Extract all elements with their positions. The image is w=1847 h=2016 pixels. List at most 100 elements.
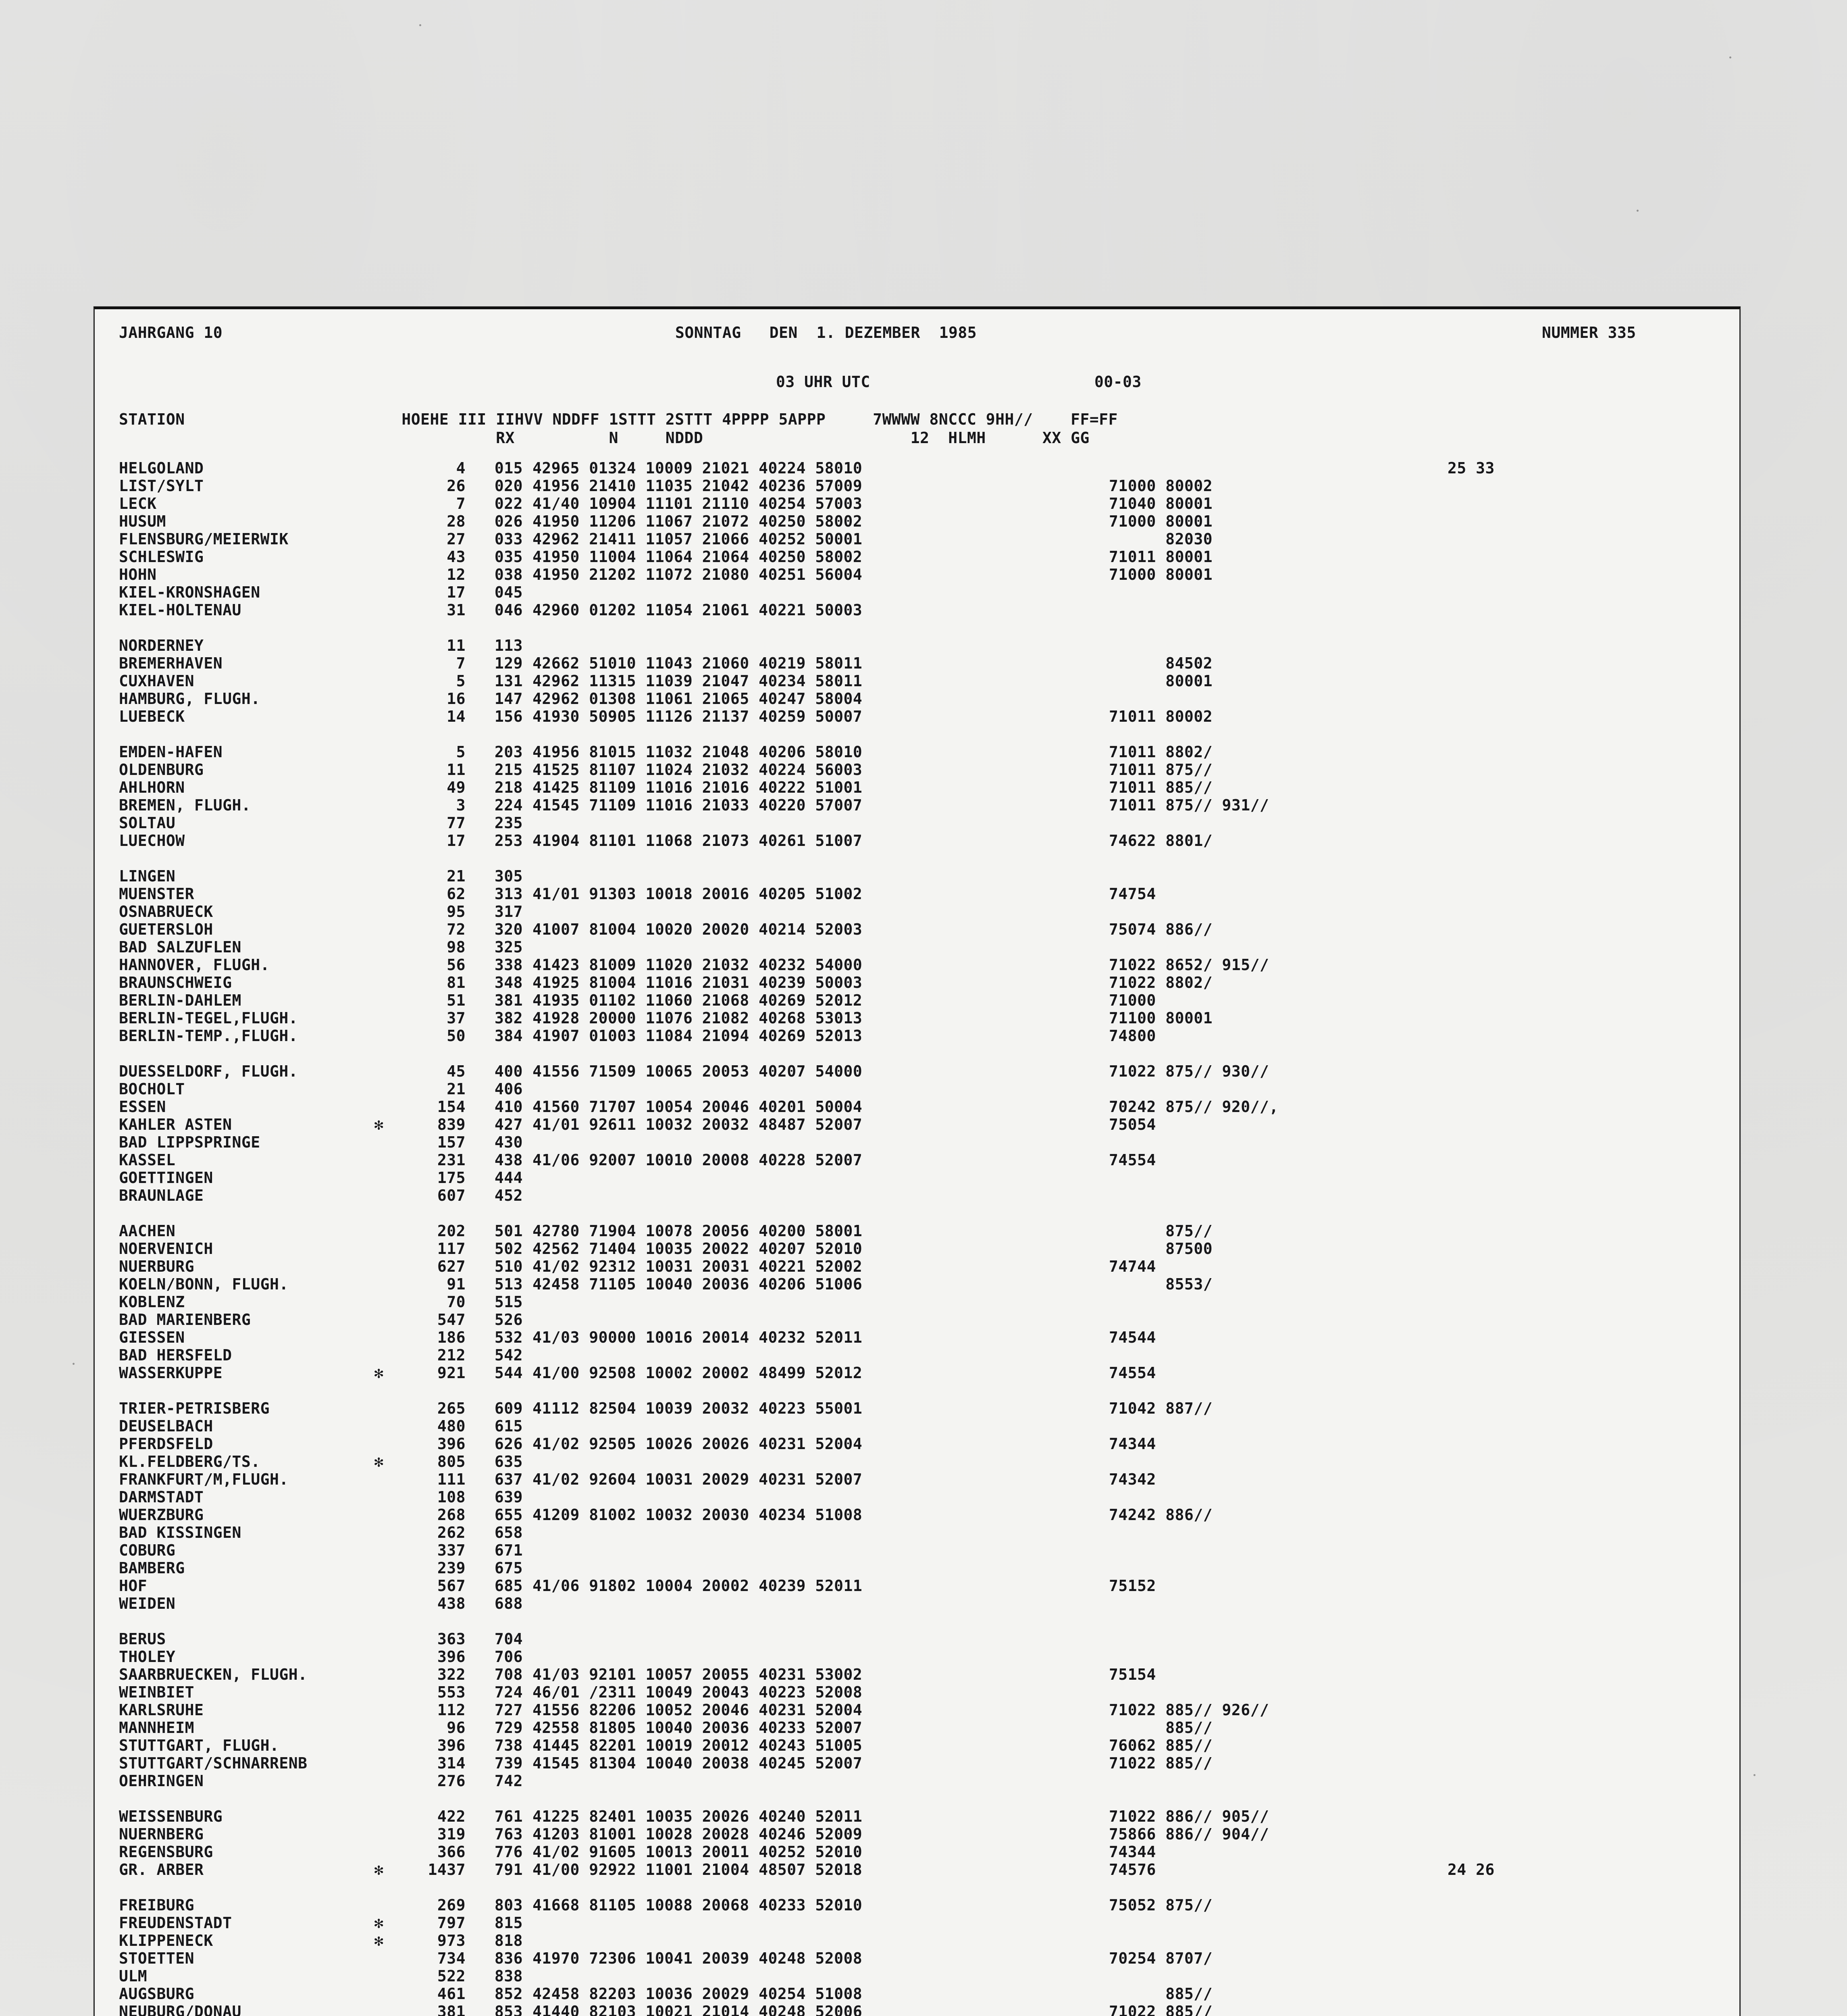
station-id: 156	[494, 708, 523, 725]
station-group: DUESSELDORF, FLUGH. 45 400 41556 71509 1006…	[95, 1062, 1739, 1204]
synop-groups: 46/01 /2311 10049 20043 40223 52008	[532, 1683, 863, 1701]
weather-groups: 75152	[1109, 1577, 1156, 1595]
station-id: 131	[494, 672, 523, 690]
station-id: 203	[494, 743, 523, 761]
station-id: 637	[494, 1470, 523, 1488]
table-row: KOBLENZ 70 515	[95, 1293, 1739, 1311]
synop-groups: 41203 81001 10028 20028 40246 52009	[532, 1825, 863, 1843]
station-id: 688	[494, 1595, 523, 1612]
table-row: THOLEY 396 706	[95, 1648, 1739, 1666]
table-row: BERLIN-TEGEL,FLUGH. 37 382 41928 20000 1107…	[95, 1009, 1739, 1027]
table-row: KASSEL 231 438 41/06 92007 10010 20008 4022…	[95, 1151, 1739, 1169]
station-name: AHLHORN	[119, 779, 185, 796]
table-row: BERLIN-TEMP.,FLUGH. 50 384 41907 01003 1108…	[95, 1027, 1739, 1045]
synop-groups: 42458 71105 10040 20036 40206 51006	[532, 1275, 863, 1293]
weather-groups: 80001	[1109, 672, 1213, 690]
station-id: 815	[494, 1914, 523, 1932]
station-id: 235	[494, 814, 523, 832]
station-name: BERLIN-TEGEL,FLUGH.	[119, 1009, 298, 1027]
station-id: 626	[494, 1435, 523, 1453]
station-id: 406	[494, 1080, 523, 1098]
table-row: STUTTGART, FLUGH. 396 738 41445 82201 10019…	[95, 1737, 1739, 1754]
station-id: 671	[494, 1541, 523, 1559]
station-height: 366	[437, 1843, 466, 1861]
weather-groups: 71011 885//	[1109, 779, 1213, 796]
observation-span: 00-03	[1094, 373, 1142, 391]
station-name: KOELN/BONN, FLUGH.	[119, 1275, 289, 1293]
station-id: 325	[494, 938, 523, 956]
station-id: 382	[494, 1009, 523, 1027]
synop-groups: 41425 81109 11016 21016 40222 51001	[532, 779, 863, 796]
station-id: 015	[494, 459, 523, 477]
synop-groups: 41930 50905 11126 21137 40259 50007	[532, 708, 863, 725]
weather-groups: 74554	[1109, 1364, 1156, 1382]
station-name: NEUBURG/DONAU	[119, 2003, 241, 2016]
synop-groups: 41935 01102 11060 21068 40269 52012	[532, 991, 863, 1009]
table-row: GR. ARBER ✻ 1437 791 41/00 92922 11001 21004…	[95, 1861, 1739, 1879]
weather-groups: 75054	[1109, 1116, 1156, 1133]
weather-groups: 71022 886// 905//	[1109, 1808, 1269, 1825]
table-row: GUETERSLOH 72 320 41007 81004 10020 20020 4…	[95, 921, 1739, 938]
station-id: 502	[494, 1240, 523, 1258]
station-id: 253	[494, 832, 523, 850]
synop-groups: 41950 11206 11067 21072 40250 58002	[532, 512, 863, 530]
table-row: FRANKFURT/M,FLUGH. 111 637 41/02 92604 1003…	[95, 1470, 1739, 1488]
synop-groups: 41545 71109 11016 21033 40220 57007	[532, 796, 863, 814]
station-id: 706	[494, 1648, 523, 1666]
station-group: FREIBURG 269 803 41668 81105 10088 20068 40…	[95, 1896, 1739, 2016]
weather-groups: 71000	[1109, 991, 1156, 1009]
station-id: 022	[494, 495, 523, 512]
scan-speckle	[1729, 56, 1731, 58]
station-height: 567	[437, 1577, 466, 1595]
table-row: KLIPPENECK ✻ 973 818	[95, 1932, 1739, 1949]
synop-groups: 41/00 92508 10002 20002 48499 52012	[532, 1364, 863, 1382]
station-name: OLDENBURG	[119, 761, 204, 779]
table-row: KIEL-HOLTENAU 31 046 42960 01202 11054 2106…	[95, 601, 1739, 619]
station-name: NORDERNEY	[119, 637, 204, 654]
column-header: STATION HOEHE III IIHVV NDDFF 1STTT 2STT…	[95, 410, 1739, 454]
station-name: HOF	[119, 1577, 148, 1595]
station-name: HOHN	[119, 566, 157, 583]
synop-groups: 42960 01202 11054 21061 40221 50003	[532, 601, 863, 619]
synop-groups: 42558 81805 10040 20036 40233 52007	[532, 1719, 863, 1737]
station-name: FRANKFURT/M,FLUGH.	[119, 1470, 289, 1488]
table-row: EMDEN-HAFEN 5 203 41956 81015 11032 21048 4…	[95, 743, 1739, 761]
station-id: 853	[494, 2003, 523, 2016]
station-height: 5	[456, 672, 466, 690]
station-name: KLIPPENECK	[119, 1932, 213, 1949]
table-row: NUERNBERG 319 763 41203 81001 10028 20028 4…	[95, 1825, 1739, 1843]
station-name: KL.FELDBERG/TS.	[119, 1453, 260, 1470]
station-id: 515	[494, 1293, 523, 1311]
table-row: BERUS 363 704	[95, 1630, 1739, 1648]
station-name: GIESSEN	[119, 1329, 185, 1346]
station-height: 62	[447, 885, 466, 903]
weather-groups: 75866 886// 904//	[1109, 1825, 1269, 1843]
station-name: BAD SALZUFLEN	[119, 938, 241, 956]
station-height: 56	[447, 956, 466, 974]
station-height: 921	[437, 1364, 466, 1382]
station-height: 157	[437, 1133, 466, 1151]
mountain-marker: ✻	[374, 1932, 384, 1949]
station-id: 218	[494, 779, 523, 796]
station-height: 262	[437, 1524, 466, 1541]
station-height: 553	[437, 1683, 466, 1701]
station-id: 727	[494, 1701, 523, 1719]
weather-groups: 8553/	[1109, 1275, 1213, 1293]
station-id: 836	[494, 1949, 523, 1967]
weather-groups: 71000 80002	[1109, 477, 1213, 495]
scan-speckle	[419, 24, 421, 26]
synop-groups: 41925 81004 11016 21031 40239 50003	[532, 974, 863, 991]
synop-groups: 41545 81304 10040 20038 40245 52007	[532, 1754, 863, 1772]
synop-groups: 41/02 92604 10031 20029 40231 52007	[532, 1470, 863, 1488]
weather-groups: 71011 875// 931//	[1109, 796, 1269, 814]
station-height: 49	[447, 779, 466, 796]
table-row: COBURG 337 671	[95, 1541, 1739, 1559]
synop-groups: 41423 81009 11020 21032 40232 54000	[532, 956, 863, 974]
synop-groups: 41/03 92101 10057 20055 40231 53002	[532, 1666, 863, 1683]
station-height: 805	[437, 1453, 466, 1470]
table-row: DEUSELBACH 480 615	[95, 1417, 1739, 1435]
station-name: KARLSRUHE	[119, 1701, 204, 1719]
station-id: 818	[494, 1932, 523, 1949]
station-group: EMDEN-HAFEN 5 203 41956 81015 11032 21048 4…	[95, 743, 1739, 850]
synop-groups: 42662 51010 11043 21060 40219 58011	[532, 654, 863, 672]
